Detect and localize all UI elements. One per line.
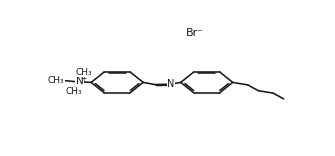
Text: N: N xyxy=(167,79,175,89)
Text: N: N xyxy=(76,76,83,86)
Text: +: + xyxy=(80,74,87,83)
Text: Br⁻: Br⁻ xyxy=(186,27,204,38)
Text: CH₃: CH₃ xyxy=(48,76,64,85)
Text: CH₃: CH₃ xyxy=(66,88,82,97)
Text: CH₃: CH₃ xyxy=(76,68,92,77)
